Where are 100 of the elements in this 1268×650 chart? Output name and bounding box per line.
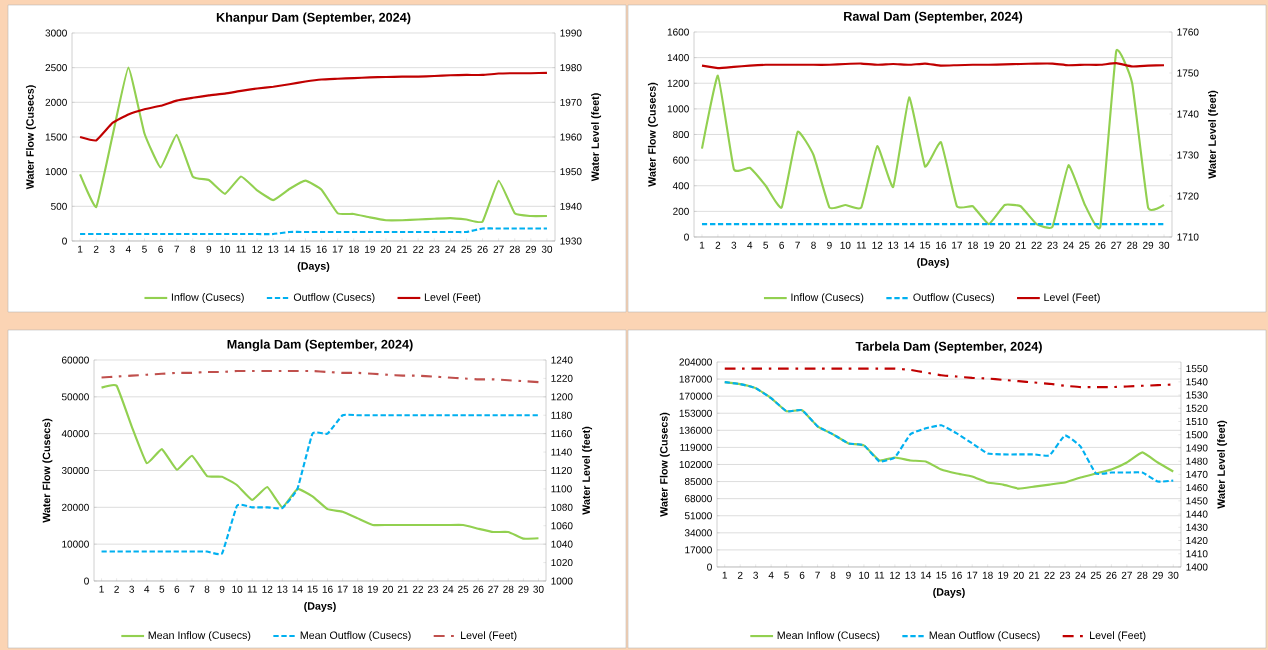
x-tick-label: 17: [952, 241, 962, 249]
legend-label: Outflow (Cusecs): [293, 293, 375, 304]
line-series: [78, 71, 549, 142]
y-tick-label: 600: [673, 156, 689, 164]
x-axis-title: (Days): [933, 587, 965, 598]
x-tick-label: 4: [768, 571, 774, 579]
x-tick-label: 21: [1015, 241, 1026, 249]
x-tick-label: 3: [753, 571, 759, 579]
x-tick-label: 16: [951, 571, 962, 579]
x-tick-label: 18: [968, 241, 978, 249]
y-tick-label: 0: [707, 563, 712, 571]
x-tick-label: 29: [1152, 571, 1163, 579]
x-tick-label: 15: [307, 585, 318, 593]
x-tick-label: 7: [189, 585, 195, 593]
legend-label: Inflow (Cusecs): [791, 293, 864, 304]
x-tick-label: 28: [1137, 571, 1148, 579]
y-tick-label: 1000: [667, 105, 689, 113]
y2-tick-label: 1520: [1186, 404, 1208, 412]
y2-tick-label: 1500: [1186, 431, 1208, 439]
legend-label: Mean Inflow (Cusecs): [777, 631, 880, 642]
legend-label: Mean Outflow (Cusecs): [300, 631, 411, 642]
y-axis-title: Water Flow (Cusecs): [647, 82, 658, 187]
x-tick-label: 18: [352, 585, 363, 593]
y-tick-label: 85000: [684, 478, 712, 486]
y2-tick-label: 1740: [1177, 110, 1199, 118]
y-tick-label: 10000: [62, 540, 89, 548]
x-tick-label: 11: [856, 241, 867, 249]
x-tick-label: 13: [888, 241, 899, 249]
y2-tick-label: 1760: [1177, 28, 1199, 36]
legend-label: Level (Feet): [461, 631, 517, 642]
x-tick-label: 12: [252, 245, 263, 253]
x-axis-title: (Days): [297, 261, 330, 272]
x-tick-label: 24: [443, 585, 454, 593]
y2-tick-label: 1490: [1186, 444, 1208, 452]
x-tick-label: 24: [1075, 571, 1086, 579]
y2-tick-label: 1510: [1186, 417, 1208, 426]
y-tick-label: 800: [673, 130, 689, 139]
x-tick-label: 12: [872, 241, 883, 249]
y2-tick-label: 1060: [551, 522, 573, 530]
x-axis-title: (Days): [917, 257, 949, 268]
y2-tick-label: 1000: [551, 577, 573, 585]
x-tick-label: 15: [300, 245, 311, 253]
y-tick-label: 1500: [45, 133, 67, 141]
x-tick-label: 15: [936, 571, 947, 579]
line-series: [100, 369, 540, 384]
x-tick-label: 3: [731, 241, 737, 249]
x-tick-label: 18: [348, 245, 359, 253]
x-tick-label: 11: [236, 245, 246, 253]
x-tick-label: 13: [277, 585, 288, 593]
chart-title: Rawal Dam (September, 2024): [844, 11, 1023, 24]
x-tick-label: 30: [533, 585, 544, 593]
x-tick-label: 23: [1047, 241, 1058, 249]
x-tick-label: 16: [936, 241, 947, 249]
x-tick-label: 17: [967, 571, 978, 579]
x-tick-label: 8: [190, 245, 196, 253]
y2-tick-label: 1220: [551, 374, 573, 382]
y2-tick-label: 1480: [1186, 457, 1208, 465]
y2-tick-label: 1120: [551, 466, 572, 475]
x-tick-label: 21: [1029, 571, 1040, 579]
y2-tick-label: 1240: [551, 356, 573, 364]
x-tick-label: 30: [1158, 241, 1170, 249]
y-tick-label: 0: [62, 237, 67, 245]
x-tick-label: 25: [1090, 571, 1102, 579]
y-tick-label: 204000: [679, 358, 712, 366]
x-tick-label: 5: [142, 245, 147, 253]
x-tick-label: 13: [268, 245, 279, 253]
y2-axis-title: Water Level (feet): [591, 93, 602, 182]
x-tick-label: 19: [998, 571, 1009, 579]
x-tick-label: 5: [784, 571, 789, 579]
y-tick-label: 1000: [45, 168, 67, 176]
y-tick-label: 136000: [679, 426, 712, 434]
legend-label: Mean Inflow (Cusecs): [148, 631, 251, 642]
x-tick-label: 25: [1079, 241, 1090, 249]
x-tick-label: 9: [846, 571, 851, 579]
y2-tick-label: 1410: [1186, 550, 1208, 558]
x-tick-label: 23: [427, 585, 439, 593]
x-tick-label: 29: [518, 585, 529, 593]
x-tick-label: 25: [461, 245, 472, 253]
x-tick-label: 22: [413, 245, 424, 253]
y-tick-label: 102000: [679, 460, 712, 469]
x-tick-label: 1: [99, 585, 104, 593]
y-tick-label: 2500: [45, 64, 67, 72]
x-tick-label: 12: [890, 571, 900, 579]
x-tick-label: 1: [699, 241, 705, 249]
legend-label: Level (Feet): [424, 293, 481, 304]
y2-tick-label: 1470: [1186, 470, 1208, 478]
x-tick-label: 9: [206, 245, 212, 253]
y2-tick-label: 1140: [551, 448, 572, 456]
x-tick-label: 20: [999, 241, 1010, 249]
x-tick-label: 8: [204, 585, 210, 593]
y-tick-label: 1400: [667, 54, 689, 62]
x-tick-label: 7: [795, 241, 800, 249]
x-tick-label: 1: [78, 245, 83, 253]
x-tick-label: 11: [874, 571, 885, 579]
x-tick-label: 26: [477, 245, 488, 253]
y2-tick-label: 1400: [1186, 563, 1208, 571]
x-tick-label: 19: [365, 245, 375, 253]
x-tick-label: 6: [799, 571, 805, 579]
x-tick-label: 10: [220, 245, 231, 253]
y-axis-title: Water Flow (Cusecs): [659, 412, 670, 517]
